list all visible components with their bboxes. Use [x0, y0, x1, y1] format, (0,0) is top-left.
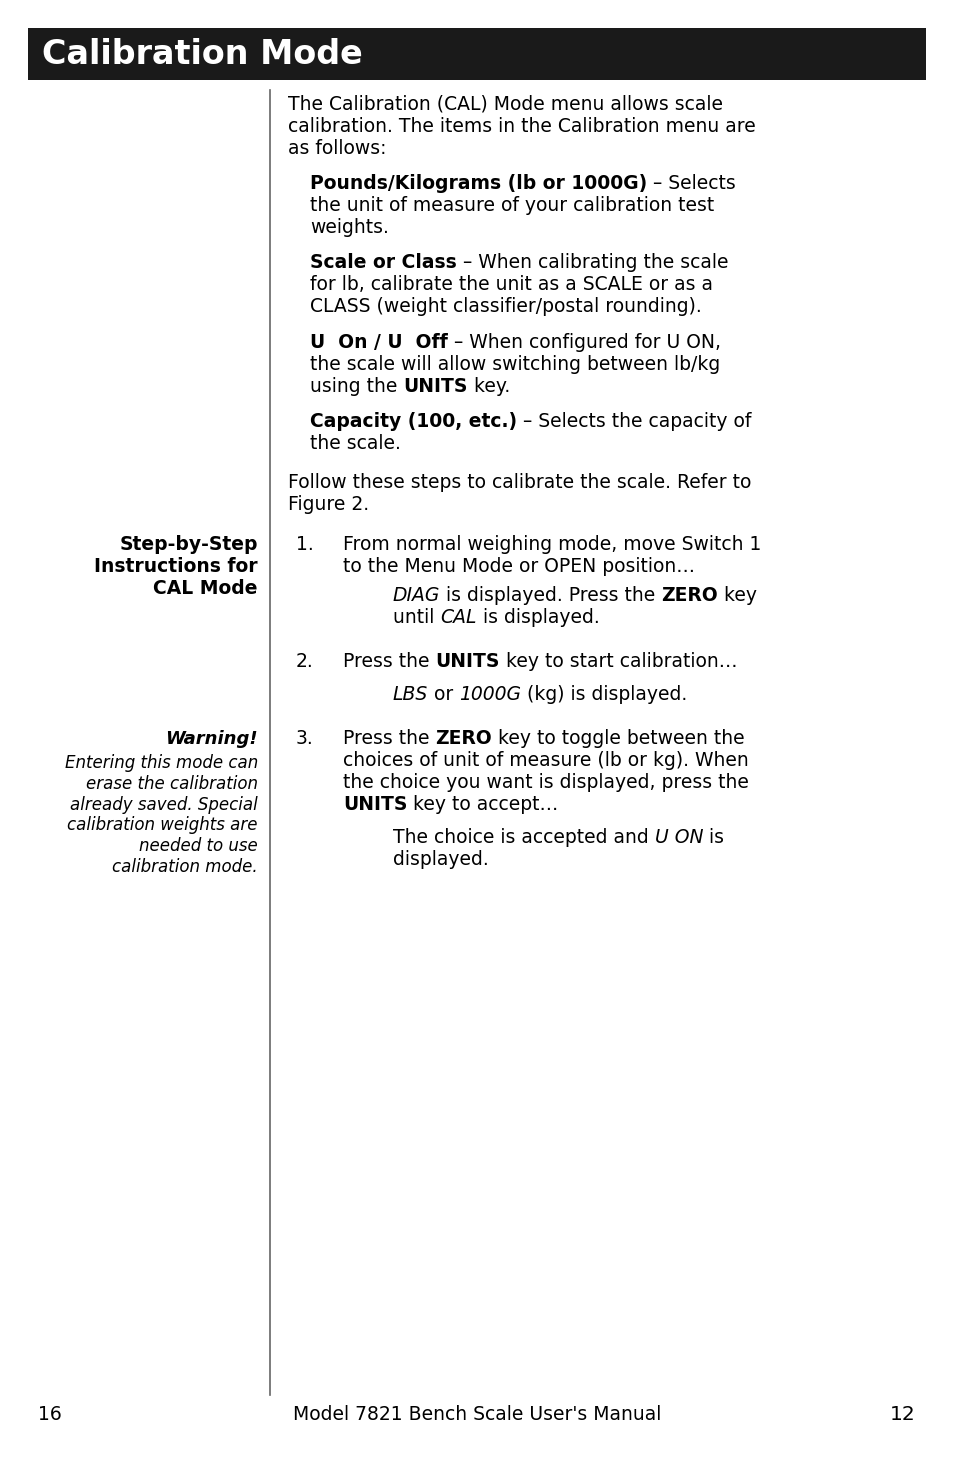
- Text: Figure 2.: Figure 2.: [288, 496, 369, 515]
- Text: 3.: 3.: [295, 729, 314, 748]
- Text: key.: key.: [467, 376, 510, 395]
- Text: 1000G: 1000G: [459, 684, 521, 704]
- Bar: [28, 28, 925, 80]
- Text: to the Menu Mode or OPEN position…: to the Menu Mode or OPEN position…: [343, 558, 695, 577]
- Text: key: key: [718, 586, 757, 605]
- Text: Model 7821 Bench Scale User's Manual: Model 7821 Bench Scale User's Manual: [293, 1406, 660, 1423]
- Text: Follow these steps to calibrate the scale. Refer to: Follow these steps to calibrate the scal…: [288, 473, 751, 493]
- Text: U ON: U ON: [654, 827, 702, 847]
- Text: the unit of measure of your calibration test: the unit of measure of your calibration …: [310, 196, 714, 215]
- Text: needed to use: needed to use: [139, 838, 257, 856]
- Text: key to toggle between the: key to toggle between the: [492, 729, 744, 748]
- Text: Capacity (100, etc.): Capacity (100, etc.): [310, 412, 517, 431]
- Text: U  On / U  Off: U On / U Off: [310, 332, 447, 351]
- Text: already saved. Special: already saved. Special: [71, 795, 257, 814]
- Text: displayed.: displayed.: [393, 850, 488, 869]
- Text: choices of unit of measure (lb or kg). When: choices of unit of measure (lb or kg). W…: [343, 751, 748, 770]
- Text: or: or: [428, 684, 459, 704]
- Text: is displayed. Press the: is displayed. Press the: [440, 586, 661, 605]
- Text: Scale or Class: Scale or Class: [310, 254, 456, 273]
- Text: the scale.: the scale.: [310, 434, 400, 453]
- Text: Instructions for: Instructions for: [94, 558, 257, 577]
- Text: – When configured for U ON,: – When configured for U ON,: [447, 332, 720, 351]
- Text: is: is: [702, 827, 723, 847]
- Text: UNITS: UNITS: [435, 652, 499, 671]
- Text: Warning!: Warning!: [165, 730, 257, 748]
- Text: calibration. The items in the Calibration menu are: calibration. The items in the Calibratio…: [288, 117, 755, 136]
- Text: Press the: Press the: [343, 729, 435, 748]
- Text: 2.: 2.: [295, 652, 314, 671]
- Text: LBS: LBS: [393, 684, 428, 704]
- Text: for lb, calibrate the unit as a SCALE or as a: for lb, calibrate the unit as a SCALE or…: [310, 276, 712, 295]
- Text: Entering this mode can: Entering this mode can: [65, 754, 257, 771]
- Text: calibration mode.: calibration mode.: [112, 858, 257, 876]
- Text: calibration weights are: calibration weights are: [68, 817, 257, 835]
- Text: The Calibration (CAL) Mode menu allows scale: The Calibration (CAL) Mode menu allows s…: [288, 94, 722, 114]
- Text: Pounds/Kilograms (lb or 1000G): Pounds/Kilograms (lb or 1000G): [310, 174, 646, 193]
- Text: UNITS: UNITS: [343, 795, 407, 814]
- Text: 1.: 1.: [295, 535, 314, 555]
- Text: ZERO: ZERO: [435, 729, 492, 748]
- Text: as follows:: as follows:: [288, 139, 386, 158]
- Text: Calibration Mode: Calibration Mode: [42, 37, 362, 71]
- Text: 12: 12: [889, 1406, 915, 1423]
- Text: The choice is accepted and: The choice is accepted and: [393, 827, 654, 847]
- Text: ZERO: ZERO: [661, 586, 718, 605]
- Text: CAL: CAL: [440, 608, 476, 627]
- Text: – When calibrating the scale: – When calibrating the scale: [456, 254, 727, 273]
- Text: until: until: [393, 608, 440, 627]
- Text: key to start calibration…: key to start calibration…: [499, 652, 737, 671]
- Text: erase the calibration: erase the calibration: [86, 774, 257, 792]
- Text: weights.: weights.: [310, 218, 389, 237]
- Text: – Selects the capacity of: – Selects the capacity of: [517, 412, 751, 431]
- Text: UNITS: UNITS: [403, 376, 467, 395]
- Text: – Selects: – Selects: [646, 174, 735, 193]
- Text: CAL Mode: CAL Mode: [153, 580, 257, 597]
- Text: Press the: Press the: [343, 652, 435, 671]
- Text: the choice you want is displayed, press the: the choice you want is displayed, press …: [343, 773, 748, 792]
- Text: key to accept…: key to accept…: [407, 795, 558, 814]
- Text: using the: using the: [310, 376, 403, 395]
- Text: (kg) is displayed.: (kg) is displayed.: [521, 684, 687, 704]
- Text: CLASS (weight classifier/postal rounding).: CLASS (weight classifier/postal rounding…: [310, 298, 701, 317]
- Text: Step-by-Step: Step-by-Step: [119, 535, 257, 555]
- Text: 16: 16: [38, 1406, 62, 1423]
- Text: DIAG: DIAG: [393, 586, 440, 605]
- Text: From normal weighing mode, move Switch 1: From normal weighing mode, move Switch 1: [343, 535, 760, 555]
- Text: the scale will allow switching between lb/kg: the scale will allow switching between l…: [310, 354, 720, 373]
- Text: is displayed.: is displayed.: [476, 608, 599, 627]
